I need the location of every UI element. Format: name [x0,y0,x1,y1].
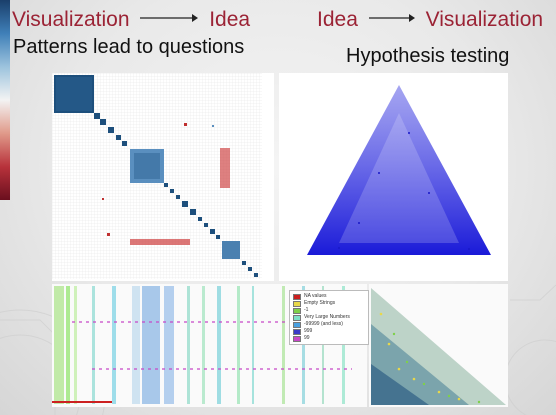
legend-item: -99999 (and less) [293,321,365,328]
lower-triangle-scatter-image [369,284,508,407]
legend-label: Very Large Numbers [304,314,350,320]
legend-item: Very Large Numbers [293,314,365,321]
legend-item: 99 [293,335,365,342]
legend-swatch [293,314,301,321]
triangle-scatter-image [279,73,508,281]
left-title: Visualization Idea [12,8,250,32]
legend-item: NA values [293,293,365,300]
arrow-right-icon [368,14,415,23]
legend-swatch [293,307,301,314]
right-subtitle: Hypothesis testing [346,45,510,67]
legend-swatch [293,321,301,328]
right-title: Idea Visualization [317,8,543,32]
correlation-colorbar [0,0,10,200]
left-title-from: Visualization [12,8,130,31]
legend-item: Empty Strings [293,300,365,307]
legend-item: -1 [293,307,365,314]
legend-swatch [293,335,301,342]
left-subtitle: Patterns lead to questions [13,36,245,58]
legend-item: 999 [293,328,365,335]
left-title-to: Idea [209,8,251,31]
legend-label: -99999 (and less) [304,321,343,327]
legend-label: NA values [304,293,327,299]
legend-swatch [293,293,301,300]
right-title-to: Visualization [425,8,544,31]
correlation-matrix-image [52,73,274,281]
right-title-from: Idea [317,8,358,31]
missing-values-plot-image [52,284,367,407]
arrow-right-icon [140,14,199,23]
legend-swatch [293,300,301,307]
legend-label: 999 [304,328,313,334]
legend-swatch [293,328,301,335]
legend: NA values Empty Strings -1 Very Large Nu… [289,290,369,345]
legend-label: 99 [304,335,310,341]
legend-label: Empty Strings [304,300,336,306]
legend-label: -1 [304,307,309,313]
